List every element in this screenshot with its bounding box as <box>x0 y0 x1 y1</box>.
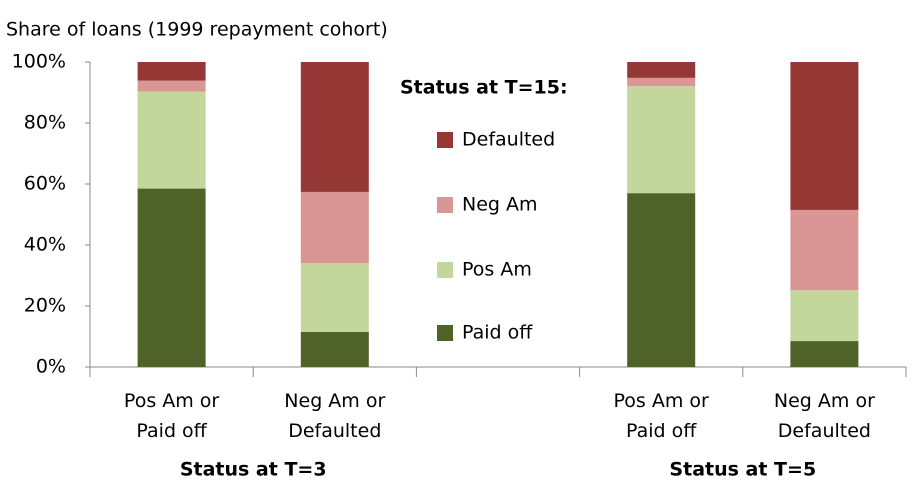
legend-swatch <box>437 262 453 278</box>
bar-segment <box>137 91 206 189</box>
bar-segment <box>790 209 859 291</box>
x-tick-label: Neg Am or Defaulted <box>773 390 875 442</box>
bar-segment <box>790 290 859 342</box>
legend-swatch <box>437 132 453 148</box>
legend-title: Status at T=15: <box>400 77 568 99</box>
legend-swatch <box>437 325 453 341</box>
bar-segment <box>627 86 696 194</box>
y-tick-label: 40% <box>24 234 66 256</box>
x-tick-label: Pos Am or Paid off <box>123 390 220 442</box>
bar-segment <box>137 188 206 367</box>
legend-label: Neg Am <box>462 194 538 216</box>
group-label: Status at T=3 <box>180 459 327 481</box>
legend-label: Pos Am <box>462 259 532 281</box>
bar-segment <box>137 80 206 92</box>
bar-segment <box>300 62 369 192</box>
y-tick-label: 60% <box>24 173 66 195</box>
bar-segment <box>627 77 696 87</box>
chart-title: Share of loans (1999 repayment cohort) <box>6 19 388 41</box>
bar-segment <box>300 262 369 332</box>
bar-segment <box>300 331 369 367</box>
group-label: Status at T=5 <box>669 459 816 481</box>
y-tick-label: 80% <box>24 112 66 134</box>
x-tick-label: Pos Am or Paid off <box>613 390 709 442</box>
bar-segment <box>790 341 859 367</box>
x-tick-label: Neg Am or Defaulted <box>284 390 386 442</box>
legend-label: Paid off <box>462 322 533 344</box>
bar-segment <box>137 62 206 81</box>
bar-segment <box>790 62 859 210</box>
legend-label: Defaulted <box>462 129 555 151</box>
y-tick-label: 0% <box>36 356 66 378</box>
legend-swatch <box>437 197 453 213</box>
bar-segment <box>627 193 696 367</box>
y-tick-label: 20% <box>24 295 66 317</box>
bar-segment <box>627 62 696 78</box>
y-tick-label: 100% <box>12 51 66 73</box>
bar-segment <box>300 191 369 263</box>
